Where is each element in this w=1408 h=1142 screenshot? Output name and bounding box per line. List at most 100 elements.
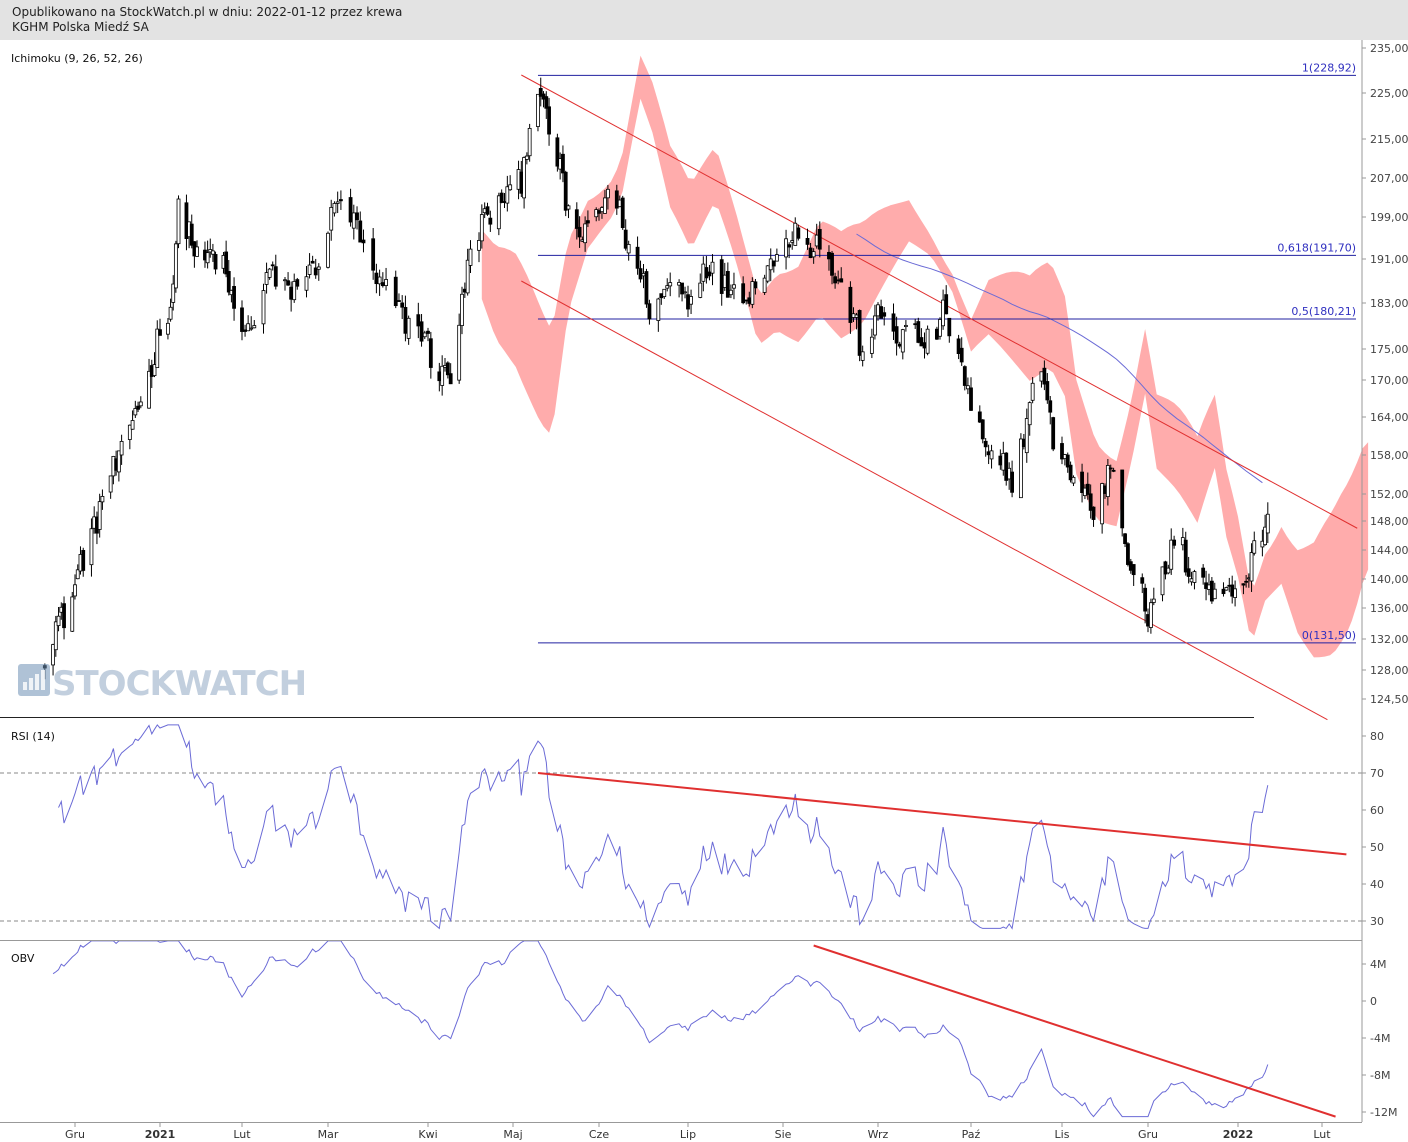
candle-body (577, 226, 582, 238)
candle-body (1252, 540, 1257, 554)
candle-body (195, 246, 199, 257)
candle-body (1085, 483, 1090, 495)
candle-body (1192, 571, 1197, 583)
candle-body (448, 373, 453, 385)
y-tick-label-rsi: 30 (1370, 915, 1384, 928)
candle-body (1143, 587, 1148, 612)
instrument-name: KGHM Polska Miedź SA (12, 20, 149, 34)
candle-body (374, 272, 379, 285)
candle-body (1169, 539, 1174, 570)
candle-body (426, 330, 430, 334)
candle-body (827, 251, 831, 260)
y-tick-label-obv: 0 (1370, 995, 1377, 1008)
watermark-bar (23, 682, 27, 690)
candle-body (166, 322, 170, 335)
candle-body (854, 314, 859, 318)
candle-body (416, 314, 421, 327)
candle-body (1048, 400, 1053, 413)
candle-body (597, 210, 601, 214)
candle-body (544, 96, 549, 109)
candle-body (89, 528, 94, 566)
candle-body (70, 596, 75, 632)
x-tick-label: Paź (962, 1128, 981, 1141)
candle-body (176, 198, 181, 245)
chart-axes: 235,00 225,00 215,00 207,00 199,00 191,00 183,… (0, 40, 1408, 1141)
candle-body (226, 271, 231, 293)
candle-body (665, 285, 670, 289)
price-panel: 1(228,92) 0,618(191,70) 0,5(180,21) 0(131,5… (18, 55, 1369, 721)
y-tick-label-obv: -12M (1370, 1106, 1397, 1119)
candle-body (130, 420, 135, 430)
candle-body (232, 286, 236, 309)
candle-body (1051, 417, 1056, 450)
y-tick-label-rsi: 40 (1370, 878, 1384, 891)
candle-body (561, 153, 565, 174)
candle-body (732, 284, 736, 289)
candle-body (947, 317, 952, 337)
y-tick-label-obv: -4M (1370, 1032, 1390, 1045)
candle-body (422, 332, 427, 338)
candle-body (326, 232, 330, 268)
candle-body (1071, 476, 1076, 484)
x-tick-label: Kwi (418, 1128, 437, 1141)
candle-body (351, 212, 356, 229)
y-tick-label-rsi: 50 (1370, 841, 1384, 854)
candle-body (725, 271, 730, 298)
watermark-bar (29, 678, 33, 690)
candle-body (977, 411, 982, 423)
candle-body (1120, 469, 1125, 529)
candle-body (750, 281, 755, 305)
candle-body (1201, 567, 1206, 578)
candle-body (891, 313, 896, 332)
candle-body (623, 229, 628, 249)
candle-body (358, 220, 363, 243)
candle-body (1149, 602, 1153, 628)
candle-body (224, 251, 229, 275)
obv-panel-label: OBV (11, 952, 35, 965)
y-tick-label-price: 140,00 (1370, 573, 1408, 586)
candle-body (547, 106, 551, 135)
candle-body (925, 328, 930, 354)
candle-body (136, 405, 140, 410)
y-tick-label-price: 183,00 (1370, 297, 1408, 310)
rsi-line (58, 724, 1269, 930)
candle-body (983, 440, 988, 448)
candle-body (793, 222, 798, 246)
candle-body (173, 243, 178, 289)
candle-body (252, 325, 257, 329)
candle-body (626, 244, 631, 254)
candle-body (1030, 382, 1035, 401)
candle-body (477, 239, 481, 251)
candle-body (729, 289, 733, 296)
candle-body (644, 271, 649, 305)
watermark-bar (35, 674, 39, 690)
candle-body (1108, 467, 1113, 470)
candle-body (465, 259, 470, 294)
candle-body (836, 279, 841, 282)
candle-body (270, 264, 275, 267)
candle-body (882, 312, 887, 317)
y-tick-label-price: 207,00 (1370, 172, 1408, 185)
candle-body (603, 197, 607, 214)
candle-body (959, 347, 964, 363)
candle-body (659, 293, 664, 299)
publish-info: Opublikowano na StockWatch.pl w dniu: 20… (12, 5, 403, 19)
candle-body (261, 290, 266, 325)
candle-body (249, 327, 254, 330)
candle-body (900, 329, 905, 353)
candle-body (273, 266, 278, 287)
candle-body (527, 127, 532, 157)
candle-body (1183, 539, 1188, 573)
candle-body (762, 277, 767, 293)
candle-body (267, 268, 272, 278)
candle-body (355, 212, 359, 221)
candle-body (830, 252, 834, 276)
candle-body (155, 328, 160, 368)
candle-body (839, 278, 844, 283)
y-tick-label-obv: 4M (1370, 958, 1387, 971)
y-tick-label-price: 128,00 (1370, 664, 1408, 677)
candle-body (1224, 587, 1229, 591)
candle-body (620, 197, 625, 229)
candle-body (555, 137, 560, 167)
candle-body (400, 302, 405, 308)
